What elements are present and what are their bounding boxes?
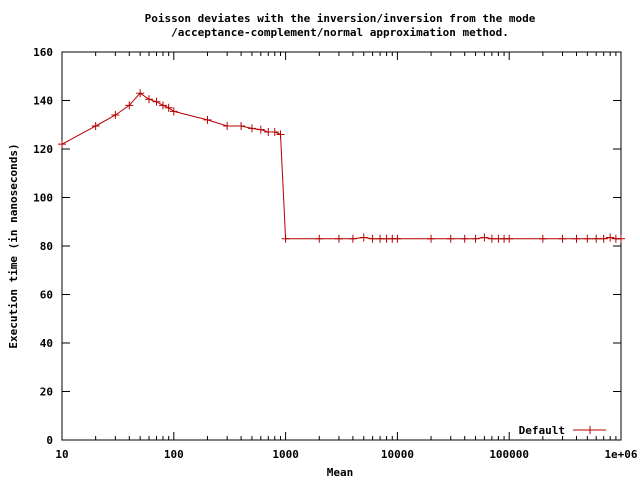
data-point	[572, 234, 581, 243]
y-tick-label: 60	[40, 289, 53, 302]
y-tick-label: 120	[33, 143, 53, 156]
x-tick-label: 10000	[381, 448, 414, 461]
series-line	[61, 92, 621, 240]
data-point	[471, 234, 480, 243]
chart-subtitle: /acceptance-complement/normal approximat…	[171, 26, 509, 39]
y-axis-label: Execution time (in nanoseconds)	[7, 143, 20, 348]
data-point	[58, 140, 66, 149]
data-point	[558, 234, 567, 243]
plot-area	[61, 51, 622, 441]
legend-marker	[586, 426, 594, 434]
data-point	[427, 234, 436, 243]
x-tick-label: 1000	[272, 448, 299, 461]
x-axis-label: Mean	[327, 466, 354, 479]
legend-label: Default	[519, 424, 565, 437]
x-tick-label: 100000	[489, 448, 529, 461]
y-tick-label: 160	[33, 46, 53, 59]
data-point	[592, 234, 601, 243]
x-tick-label: 100	[164, 448, 184, 461]
legend: Default	[519, 424, 606, 437]
data-point	[144, 95, 153, 104]
data-point	[276, 130, 285, 139]
data-point	[237, 121, 246, 130]
data-point	[164, 103, 173, 112]
data-point	[203, 115, 212, 124]
data-point	[223, 121, 232, 130]
data-point	[152, 97, 161, 106]
data-point	[617, 234, 625, 243]
y-tick-label: 140	[33, 95, 53, 108]
x-tick-label: 10	[55, 448, 68, 461]
y-axis-ticks: 0 20 40 60 80 100 120 140 160	[33, 46, 621, 447]
series-default	[58, 89, 625, 243]
data-point	[393, 234, 402, 243]
data-point	[256, 125, 265, 134]
data-point	[359, 233, 368, 242]
data-point	[111, 111, 120, 120]
data-point	[136, 89, 145, 98]
data-point	[334, 234, 343, 243]
data-point	[281, 234, 290, 243]
x-axis-ticks: 10 100 1000 10000 100000 1e+06	[55, 52, 638, 461]
data-point	[599, 234, 608, 243]
data-point	[247, 124, 256, 133]
data-point	[125, 101, 134, 110]
y-tick-label: 100	[33, 192, 53, 205]
data-point	[446, 234, 455, 243]
data-point	[460, 234, 469, 243]
data-point	[538, 234, 547, 243]
data-point	[169, 107, 178, 116]
data-point	[583, 234, 592, 243]
y-tick-label: 40	[40, 337, 53, 350]
y-tick-label: 0	[46, 434, 53, 447]
data-point	[480, 233, 489, 242]
y-tick-label: 20	[40, 386, 53, 399]
data-point	[315, 234, 324, 243]
x-tick-label: 1e+06	[604, 448, 637, 461]
data-point	[505, 234, 514, 243]
y-tick-label: 80	[40, 240, 53, 253]
data-point	[91, 121, 100, 130]
data-point	[606, 233, 615, 242]
chart-title: Poisson deviates with the inversion/inve…	[145, 12, 536, 25]
data-point	[158, 101, 167, 110]
data-point	[270, 128, 279, 137]
data-point	[368, 234, 377, 243]
data-point	[348, 234, 357, 243]
